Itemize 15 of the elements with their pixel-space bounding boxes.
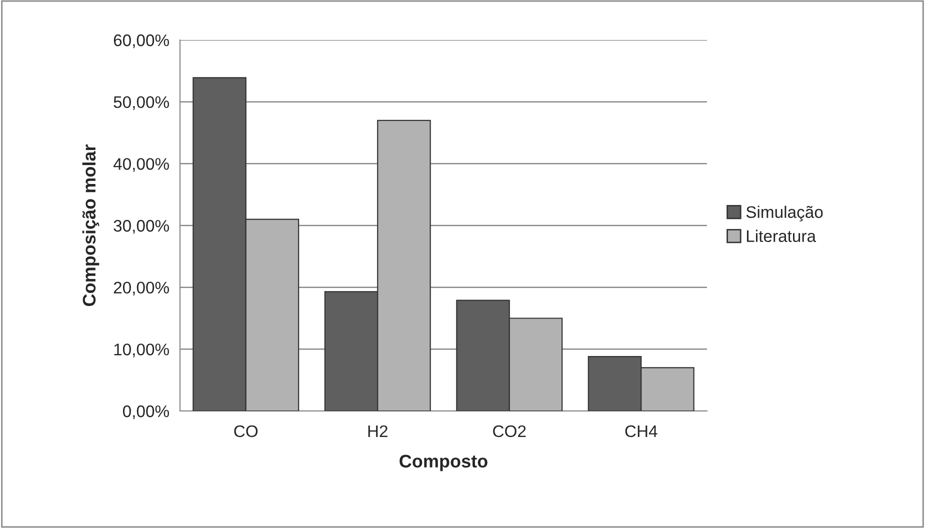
legend-label: Simulação: [746, 206, 823, 222]
y-tick-label: 10,00%: [114, 344, 169, 358]
x-tick-label: CH4: [625, 425, 658, 438]
y-tick-label: 0,00%: [122, 405, 169, 420]
y-tick-label: 50,00%: [114, 96, 169, 110]
y-tick-label: 30,00%: [114, 220, 169, 234]
y-tick-label: 20,00%: [114, 282, 169, 296]
y-tick-label: 40,00%: [113, 158, 169, 172]
y-tick-label: 60,00%: [114, 34, 169, 48]
x-tick-label: H2: [368, 425, 388, 437]
y-axis-title: Composição molar: [82, 144, 100, 306]
x-axis-title: Composto: [400, 454, 488, 472]
x-tick-label: CO: [234, 425, 258, 438]
legend-label: Literatura: [746, 230, 816, 242]
x-tick-label: CO2: [493, 425, 526, 438]
